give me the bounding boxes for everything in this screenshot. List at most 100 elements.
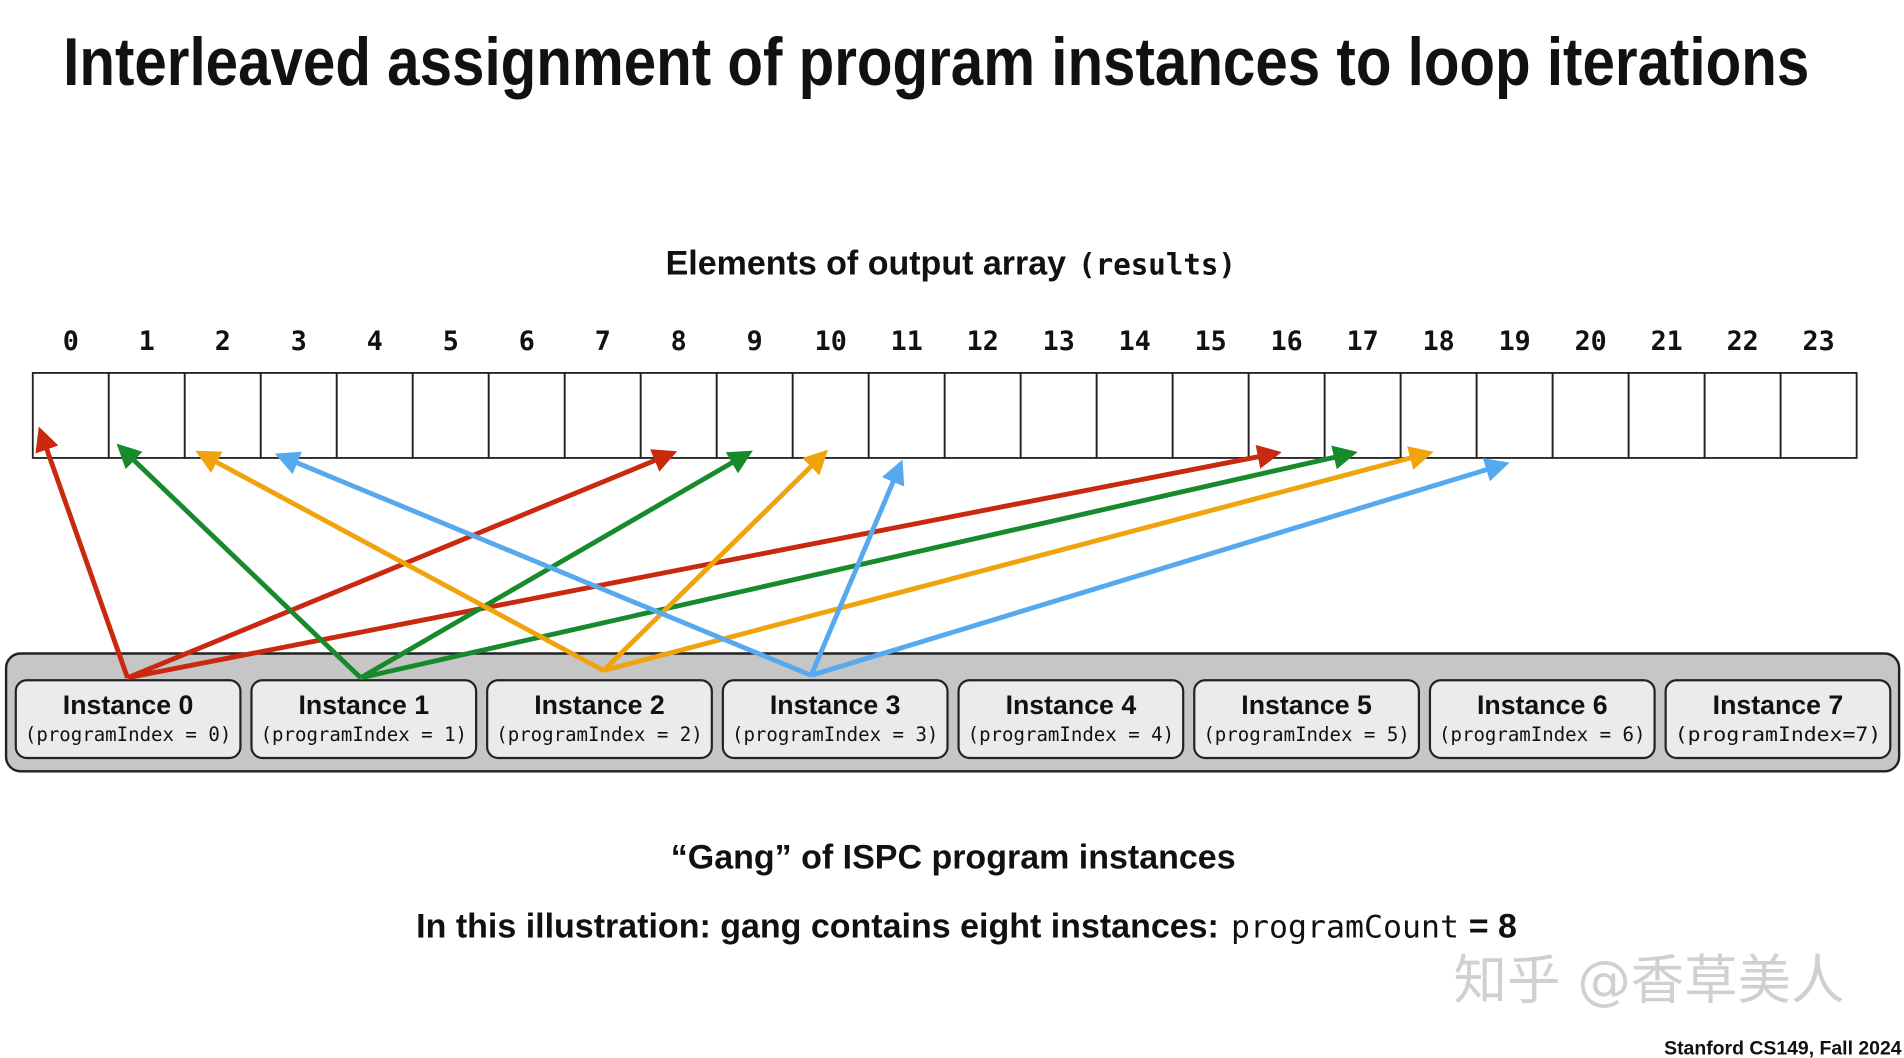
assignment-arrow — [195, 450, 605, 673]
array-index-label: 0 — [63, 326, 79, 357]
instance-box-bg — [14, 679, 242, 760]
array-cell — [411, 372, 490, 459]
assignment-arrow — [35, 426, 130, 679]
instance-box-bg — [486, 679, 713, 760]
array-index-label: 16 — [1271, 326, 1303, 357]
array-index-label: 8 — [671, 326, 687, 357]
array-index-label: 19 — [1499, 326, 1531, 357]
array-index-label: 12 — [967, 326, 999, 357]
array-index-label: 7 — [595, 326, 611, 357]
instance-box-bg — [721, 679, 949, 760]
array-index-label: 21 — [1651, 326, 1683, 357]
array-index-label: 22 — [1727, 326, 1759, 357]
array-index-label: 14 — [1119, 326, 1151, 357]
array-index-label: 20 — [1575, 326, 1607, 357]
array-caption: Elements of output array (results) — [666, 245, 1236, 283]
watermark: 知乎 @香草美人 — [1454, 948, 1845, 1011]
assignment-arrow — [359, 450, 753, 680]
illustration-prefix: In this illustration: gang contains eigh… — [416, 908, 1219, 946]
array-cell — [943, 372, 1022, 459]
illustration-suffix: = 8 — [1469, 908, 1517, 946]
array-index-label: 2 — [215, 326, 231, 357]
instance-box-bg — [250, 679, 478, 760]
array-cell — [1247, 372, 1326, 459]
array-name: (results) — [1078, 248, 1236, 282]
array-index-label: 18 — [1423, 326, 1455, 357]
instance-program-index: (programIndex = 5) — [1203, 723, 1409, 746]
array-cell — [1095, 372, 1174, 459]
illustration-caption: In this illustration: gang contains eigh… — [416, 908, 1517, 946]
instance-box: Instance 7 (programIndex=7) — [1664, 679, 1892, 760]
array-cell — [1171, 372, 1250, 459]
instance-name: Instance 2 — [534, 690, 665, 720]
assignment-arrow — [126, 449, 678, 681]
instance-box-bg — [957, 679, 1185, 760]
output-array: 0 1 2 3 4 5 6 7 8 9 10 11 12 13 14 15 16 17 18 19 20 21 22 23 — [31, 326, 1858, 459]
assignment-arrow — [808, 459, 905, 677]
instance-box: Instance 5 (programIndex = 5) — [1193, 679, 1420, 760]
instance-box: Instance 2 (programIndex = 2) — [486, 679, 713, 760]
instance-name: Instance 7 — [1713, 690, 1844, 720]
assignment-arrow — [810, 458, 1510, 678]
array-cell — [1475, 372, 1554, 459]
array-index-label: 5 — [443, 326, 459, 357]
array-cell — [335, 372, 414, 459]
assignment-arrow — [601, 449, 829, 673]
footer-credit: Stanford CS149, Fall 2024 — [1664, 1037, 1902, 1058]
slide-title: Interleaved assignment of program instan… — [63, 24, 1809, 100]
array-cell — [1703, 372, 1782, 459]
array-cell — [1019, 372, 1098, 459]
array-cell — [563, 372, 642, 459]
array-index-label: 23 — [1803, 326, 1835, 357]
instance-box: Instance 4 (programIndex = 4) — [957, 679, 1185, 760]
array-cell — [1323, 372, 1402, 459]
instance-name: Instance 0 — [63, 690, 194, 720]
array-index-label: 13 — [1043, 326, 1075, 357]
array-cell — [1779, 372, 1858, 459]
array-cell — [639, 372, 718, 459]
assignment-arrow — [274, 451, 813, 678]
array-cell — [1627, 372, 1706, 459]
instance-program-index: (programIndex=7) — [1675, 723, 1881, 746]
instance-name: Instance 3 — [770, 690, 901, 720]
array-index-label: 4 — [367, 326, 383, 357]
instance-box: Instance 0 (programIndex = 0) — [14, 679, 242, 760]
array-cell — [791, 372, 870, 459]
illustration-code: programCount — [1231, 910, 1459, 946]
array-cell — [183, 372, 262, 459]
array-label: Elements of output array — [666, 245, 1067, 283]
instance-box: Instance 1 (programIndex = 1) — [250, 679, 478, 760]
array-cell — [1551, 372, 1630, 459]
instance-box-bg — [1193, 679, 1420, 760]
array-index-label: 6 — [519, 326, 535, 357]
array-cell — [487, 372, 566, 459]
instance-program-index: (programIndex = 4) — [968, 723, 1174, 746]
instance-box-bg — [1664, 679, 1892, 760]
assignment-arrow — [116, 443, 363, 680]
array-index-label: 3 — [291, 326, 307, 357]
array-cell — [259, 372, 338, 459]
array-cell — [107, 372, 186, 459]
array-index-label: 15 — [1195, 326, 1227, 357]
instance-name: Instance 4 — [1006, 690, 1137, 720]
instance-box: Instance 3 (programIndex = 3) — [721, 679, 949, 760]
array-index-label: 1 — [139, 326, 155, 357]
instance-row: Instance 0 (programIndex = 0) Instance 1 (p… — [14, 679, 1892, 760]
array-index-label: 17 — [1347, 326, 1379, 357]
array-index-label: 9 — [747, 326, 763, 357]
instance-program-index: (programIndex = 3) — [732, 723, 938, 746]
instance-name: Instance 1 — [299, 690, 430, 720]
instance-box: Instance 6 (programIndex = 6) — [1428, 679, 1656, 760]
array-cell — [715, 372, 794, 459]
array-cell — [1399, 372, 1478, 459]
instance-program-index: (programIndex = 0) — [25, 723, 231, 746]
gang-caption: “Gang” of ISPC program instances — [671, 839, 1236, 877]
array-index-label: 10 — [815, 326, 847, 357]
gang-container — [4, 652, 1901, 773]
instance-name: Instance 5 — [1241, 690, 1372, 720]
assignment-arrow — [602, 446, 1434, 673]
instance-program-index: (programIndex = 6) — [1439, 723, 1645, 746]
instance-program-index: (programIndex = 2) — [496, 723, 702, 746]
instance-box-bg — [1428, 679, 1656, 760]
